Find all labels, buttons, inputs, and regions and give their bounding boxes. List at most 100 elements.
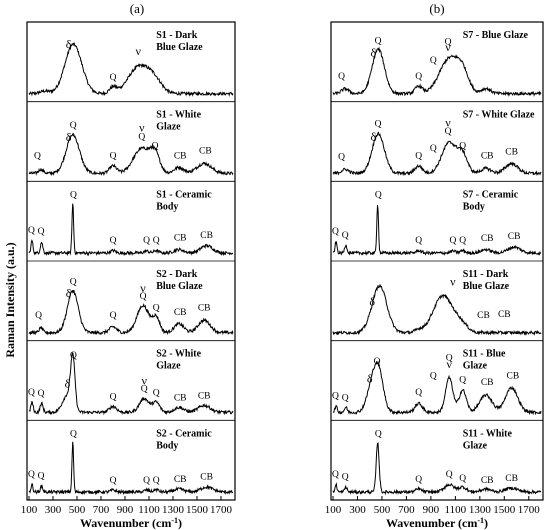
peak-annotation-a-2-0: Q bbox=[28, 226, 35, 236]
x-tick-label-b-4: 900 bbox=[423, 504, 440, 516]
spectrum-line-a-3 bbox=[28, 289, 234, 336]
peak-annotation-b-2-5: Q bbox=[459, 236, 466, 246]
peak-annotation-b-0-3: Q bbox=[415, 72, 422, 82]
peak-annotation-a-1-7: CB bbox=[174, 152, 187, 162]
series-label-a-0-0: S1 - Dark bbox=[156, 30, 198, 41]
peak-annotation-b-5-4: Q bbox=[446, 470, 453, 480]
spectrum-line-a-1 bbox=[28, 132, 234, 177]
peak-annotation-b-5-6: CB bbox=[481, 476, 494, 486]
x-tick-label-a-2: 500 bbox=[69, 504, 86, 516]
peak-annotation-b-3-1: ν bbox=[450, 275, 456, 289]
peak-annotation-a-4-1: Q bbox=[38, 389, 45, 399]
peak-annotation-a-4-8: CB bbox=[174, 393, 187, 403]
peak-annotation-b-0-6: ν bbox=[445, 40, 451, 54]
spectrum-line-a-0 bbox=[28, 42, 234, 97]
series-label-b-5-0: S11 - White bbox=[463, 428, 513, 439]
peak-annotation-a-0-0: δ bbox=[66, 37, 72, 51]
peak-annotation-b-3-2: CB bbox=[477, 311, 490, 321]
peak-annotation-a-3-6: Q bbox=[153, 303, 160, 313]
peak-annotation-b-3-3: CB bbox=[498, 310, 511, 320]
spectrum-line-b-3 bbox=[332, 284, 542, 336]
peak-annotation-a-5-0: Q bbox=[28, 470, 35, 480]
series-label-a-5-1: Body bbox=[156, 440, 178, 451]
series-label-b-0-0: S7 - Blue Glaze bbox=[463, 30, 529, 41]
peak-annotation-a-4-4: Q bbox=[110, 392, 117, 402]
x-tick-label-b-0: 100 bbox=[325, 504, 342, 516]
peak-annotation-a-2-6: CB bbox=[174, 234, 187, 244]
peak-annotation-a-1-6: Q bbox=[152, 142, 159, 152]
peak-annotation-b-0-2: Q bbox=[375, 36, 382, 46]
peak-annotation-b-2-2: Q bbox=[375, 191, 382, 201]
peak-annotation-a-2-3: Q bbox=[110, 236, 117, 246]
x-tick-label-b-3: 700 bbox=[398, 504, 415, 516]
panel-a-title: (a) bbox=[130, 1, 144, 16]
spectrum-line-b-0 bbox=[332, 46, 542, 97]
series-label-a-2-0: S1 - Ceramic bbox=[156, 189, 212, 200]
peak-annotation-a-2-4: Q bbox=[143, 236, 150, 246]
peak-annotation-b-2-7: CB bbox=[508, 232, 521, 242]
peak-annotation-b-4-3: Q bbox=[374, 357, 381, 367]
peak-annotation-a-4-0: Q bbox=[28, 388, 35, 398]
spectrum-line-b-5 bbox=[332, 442, 542, 496]
x-tick-label-b-1: 300 bbox=[349, 504, 366, 516]
peak-annotation-a-2-5: Q bbox=[153, 236, 160, 246]
peak-annotation-b-5-1: Q bbox=[342, 473, 349, 483]
x-tick-label-a-0: 100 bbox=[21, 504, 38, 516]
peak-annotation-a-4-7: Q bbox=[153, 389, 160, 399]
peak-annotation-b-4-2: δ bbox=[367, 372, 373, 386]
peak-annotation-b-0-5: Q bbox=[445, 37, 452, 47]
peak-annotation-b-0-4: Q bbox=[430, 56, 437, 66]
peak-annotation-b-1-6: ν bbox=[445, 115, 451, 129]
peak-annotation-a-4-2: δ bbox=[65, 377, 71, 391]
peak-annotation-b-1-5: Q bbox=[445, 127, 452, 137]
peak-annotation-b-4-8: Q bbox=[459, 376, 466, 386]
series-label-b-3-0: S11 - Dark bbox=[463, 269, 509, 280]
peak-annotation-a-5-6: CB bbox=[174, 475, 187, 485]
peak-annotation-a-4-5: ν bbox=[141, 374, 147, 388]
x-tick-label-a-3: 700 bbox=[93, 504, 110, 516]
x-axis-label-a: Wavenumber (cm-1) bbox=[80, 516, 182, 530]
panel-b-title: (b) bbox=[429, 1, 444, 16]
x-tick-label-b-2: 500 bbox=[374, 504, 391, 516]
peak-annotation-a-5-1: Q bbox=[38, 472, 45, 482]
peak-annotation-b-3-0: δ bbox=[369, 295, 375, 309]
peak-annotation-b-5-2: Q bbox=[375, 430, 382, 440]
peak-annotation-b-1-7: Q bbox=[459, 142, 466, 152]
peak-annotation-b-1-4: Q bbox=[430, 144, 437, 154]
peak-annotation-b-5-0: Q bbox=[332, 470, 339, 480]
x-tick-label-b-5: 1100 bbox=[445, 504, 467, 516]
series-label-a-3-1: Blue Glaze bbox=[156, 281, 203, 292]
series-label-b-2-1: Body bbox=[463, 201, 485, 212]
spectrum-line-b-1 bbox=[332, 131, 542, 177]
peak-annotation-b-4-1: Q bbox=[342, 393, 349, 403]
peak-annotation-b-4-6: Q bbox=[446, 353, 453, 363]
series-label-a-2-1: Body bbox=[156, 201, 178, 212]
x-tick-label-b-7: 1500 bbox=[493, 504, 516, 516]
peak-annotation-a-1-4: ν bbox=[139, 120, 145, 134]
series-label-a-1-1: Glaze bbox=[156, 122, 181, 133]
x-tick-label-a-4: 900 bbox=[117, 504, 134, 516]
peak-annotation-b-4-7: ν bbox=[447, 357, 453, 371]
peak-annotation-a-3-1: δ bbox=[66, 286, 72, 300]
series-label-a-4-0: S2 - White bbox=[156, 349, 201, 360]
spectrum-line-b-4 bbox=[332, 360, 542, 416]
peak-annotation-b-1-0: Q bbox=[338, 153, 345, 163]
series-label-b-2-0: S7 - Ceramic bbox=[463, 189, 519, 200]
peak-annotation-a-2-1: Q bbox=[38, 227, 45, 237]
peak-annotation-a-5-2: Q bbox=[70, 430, 77, 440]
peak-annotation-b-1-8: CB bbox=[481, 152, 494, 162]
panel-b: 100 300 500 700 900 1100 1300 1500 1700 S7 - Blue… bbox=[325, 30, 543, 516]
peak-annotation-b-2-3: Q bbox=[415, 236, 422, 246]
peak-annotation-b-2-6: CB bbox=[481, 234, 494, 244]
peak-annotation-b-5-7: CB bbox=[505, 474, 518, 484]
series-label-a-0-1: Blue Glaze bbox=[156, 42, 203, 53]
series-label-b-5-1: Glaze bbox=[463, 440, 488, 451]
x-tick-label-a-1: 300 bbox=[45, 504, 62, 516]
spectrum-line-a-5 bbox=[28, 441, 234, 496]
peak-annotation-a-5-5: Q bbox=[153, 476, 160, 486]
peak-annotation-b-4-10: CB bbox=[507, 372, 520, 382]
peak-annotation-b-4-5: Q bbox=[430, 372, 437, 382]
x-tick-label-a-8: 1700 bbox=[210, 504, 233, 516]
series-label-b-1-0: S7 - White Glaze bbox=[463, 110, 535, 121]
